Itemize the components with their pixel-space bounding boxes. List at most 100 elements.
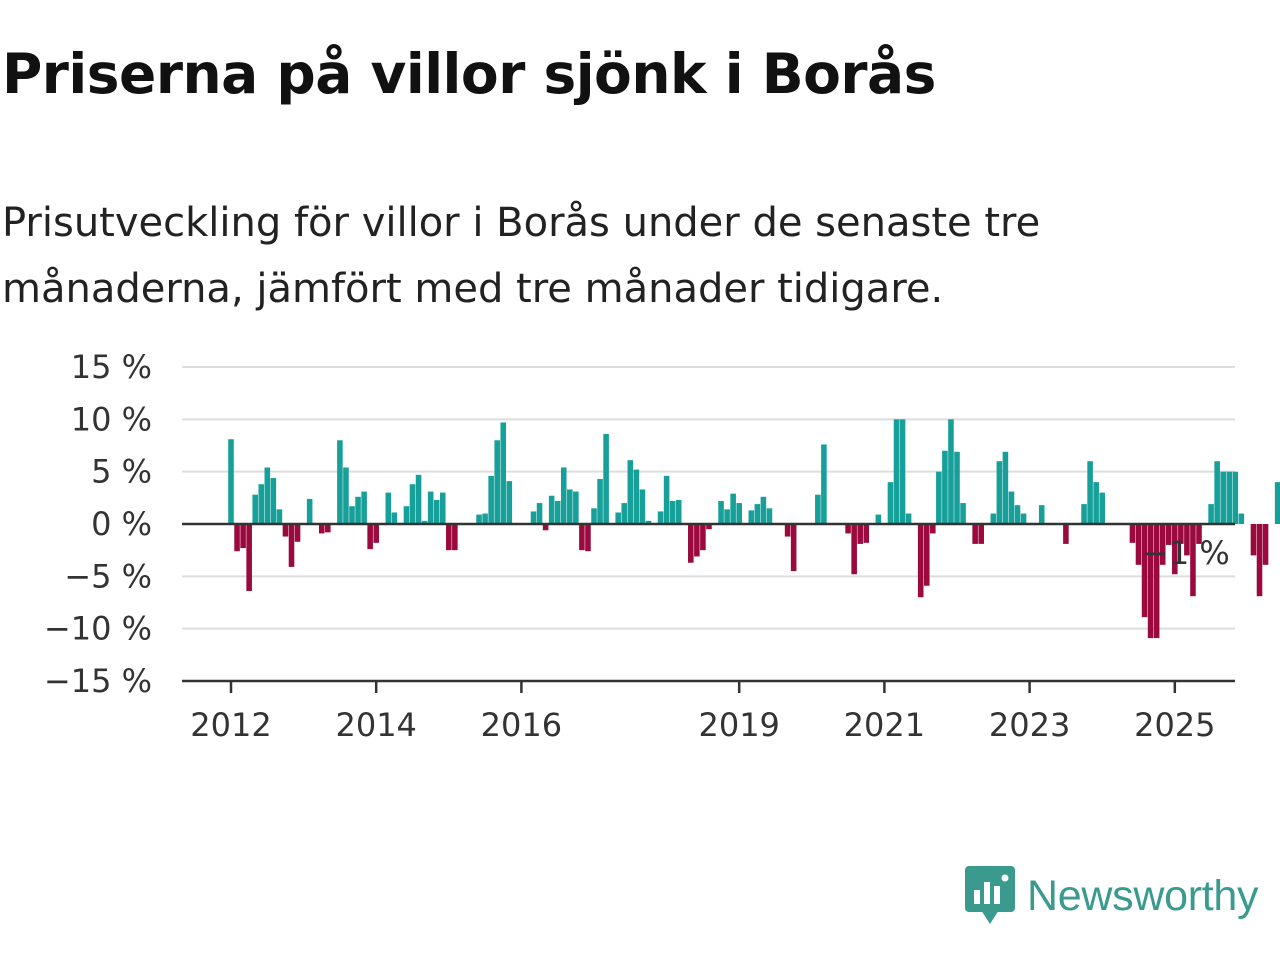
bar	[288, 524, 295, 567]
bar	[579, 524, 585, 551]
bar	[996, 461, 1003, 524]
bars	[228, 419, 1280, 639]
chart-title: Priserna på villor sjönk i Borås	[2, 42, 936, 106]
bar	[306, 498, 313, 524]
x-tick-label: 2025	[1134, 706, 1215, 744]
bar	[663, 475, 670, 524]
bar	[1147, 524, 1154, 639]
bar	[1014, 505, 1021, 524]
bar	[905, 513, 912, 524]
x-tick-label: 2016	[481, 706, 562, 744]
bar	[923, 524, 930, 586]
bar	[1226, 471, 1233, 524]
bar	[391, 512, 398, 524]
bar	[942, 450, 948, 524]
bar	[415, 474, 422, 524]
bar	[439, 492, 446, 524]
bar	[1196, 524, 1202, 544]
bar	[1099, 492, 1105, 524]
bar	[294, 524, 301, 542]
bar	[675, 499, 682, 524]
bar	[1063, 524, 1069, 544]
bar	[688, 524, 694, 563]
bar	[1256, 524, 1263, 597]
bar	[930, 524, 936, 534]
bar	[1178, 524, 1184, 544]
bar	[766, 508, 773, 524]
bar	[724, 509, 730, 524]
bar	[893, 419, 900, 524]
bar	[851, 524, 857, 575]
bar	[536, 503, 543, 524]
bar	[482, 513, 488, 524]
bar	[318, 524, 325, 534]
bar	[573, 491, 579, 524]
bar	[972, 524, 978, 544]
bar	[1274, 482, 1280, 524]
bar	[694, 524, 700, 557]
bar	[821, 444, 827, 524]
bar	[645, 520, 652, 524]
bar	[494, 440, 500, 524]
bar	[718, 500, 724, 524]
bar	[615, 512, 621, 524]
bar	[657, 511, 664, 524]
bar	[1141, 524, 1148, 618]
bar	[736, 503, 742, 524]
bar	[591, 508, 597, 524]
bar	[1153, 524, 1160, 639]
bar	[669, 500, 676, 524]
bar	[899, 419, 906, 524]
y-tick-label: 0 %	[91, 505, 152, 543]
bar	[633, 469, 640, 524]
newsworthy-logo-icon	[965, 866, 1015, 924]
bar	[954, 451, 960, 524]
bar	[1020, 513, 1027, 524]
bar	[1129, 524, 1136, 543]
bar	[560, 467, 567, 524]
bar	[1220, 471, 1226, 524]
y-tick-label: −5 %	[64, 557, 152, 595]
bar	[706, 524, 712, 530]
bar	[343, 467, 349, 524]
bar	[367, 524, 373, 550]
gridlines	[182, 366, 1235, 630]
newsworthy-logo[interactable]: Newsworthy	[965, 866, 1258, 926]
bar	[234, 524, 240, 552]
last-value-annotation: −1 %	[1142, 534, 1230, 572]
bar	[421, 520, 428, 524]
bar	[754, 504, 761, 524]
bar	[857, 524, 863, 544]
bar	[1135, 524, 1142, 565]
bar	[790, 524, 797, 572]
bar	[960, 503, 966, 524]
bar	[784, 524, 791, 537]
bar	[403, 506, 410, 524]
bar	[452, 524, 458, 551]
bar	[373, 524, 379, 543]
bar	[700, 524, 706, 551]
x-tick-label: 2012	[190, 706, 271, 744]
bar	[1093, 482, 1099, 524]
bar	[948, 419, 954, 524]
bar	[361, 491, 367, 524]
bar	[228, 439, 234, 524]
bar	[863, 524, 870, 543]
bar	[1165, 524, 1172, 545]
x-tick-label: 2014	[335, 706, 416, 744]
x-axis-ticks: 2012 2014 2016 2019 2021 2023 2025	[190, 681, 1216, 744]
bar	[1002, 451, 1009, 524]
bar	[427, 491, 434, 524]
bar	[270, 477, 277, 524]
y-tick-label: 5 %	[91, 453, 152, 491]
y-tick-label: −10 %	[44, 610, 152, 648]
bar	[488, 475, 494, 524]
bar	[815, 494, 821, 524]
bar	[264, 467, 271, 524]
bar	[349, 506, 355, 524]
bar	[639, 489, 646, 524]
bar	[597, 478, 603, 524]
bar	[276, 509, 283, 524]
bar	[530, 511, 537, 524]
bar	[282, 524, 289, 537]
